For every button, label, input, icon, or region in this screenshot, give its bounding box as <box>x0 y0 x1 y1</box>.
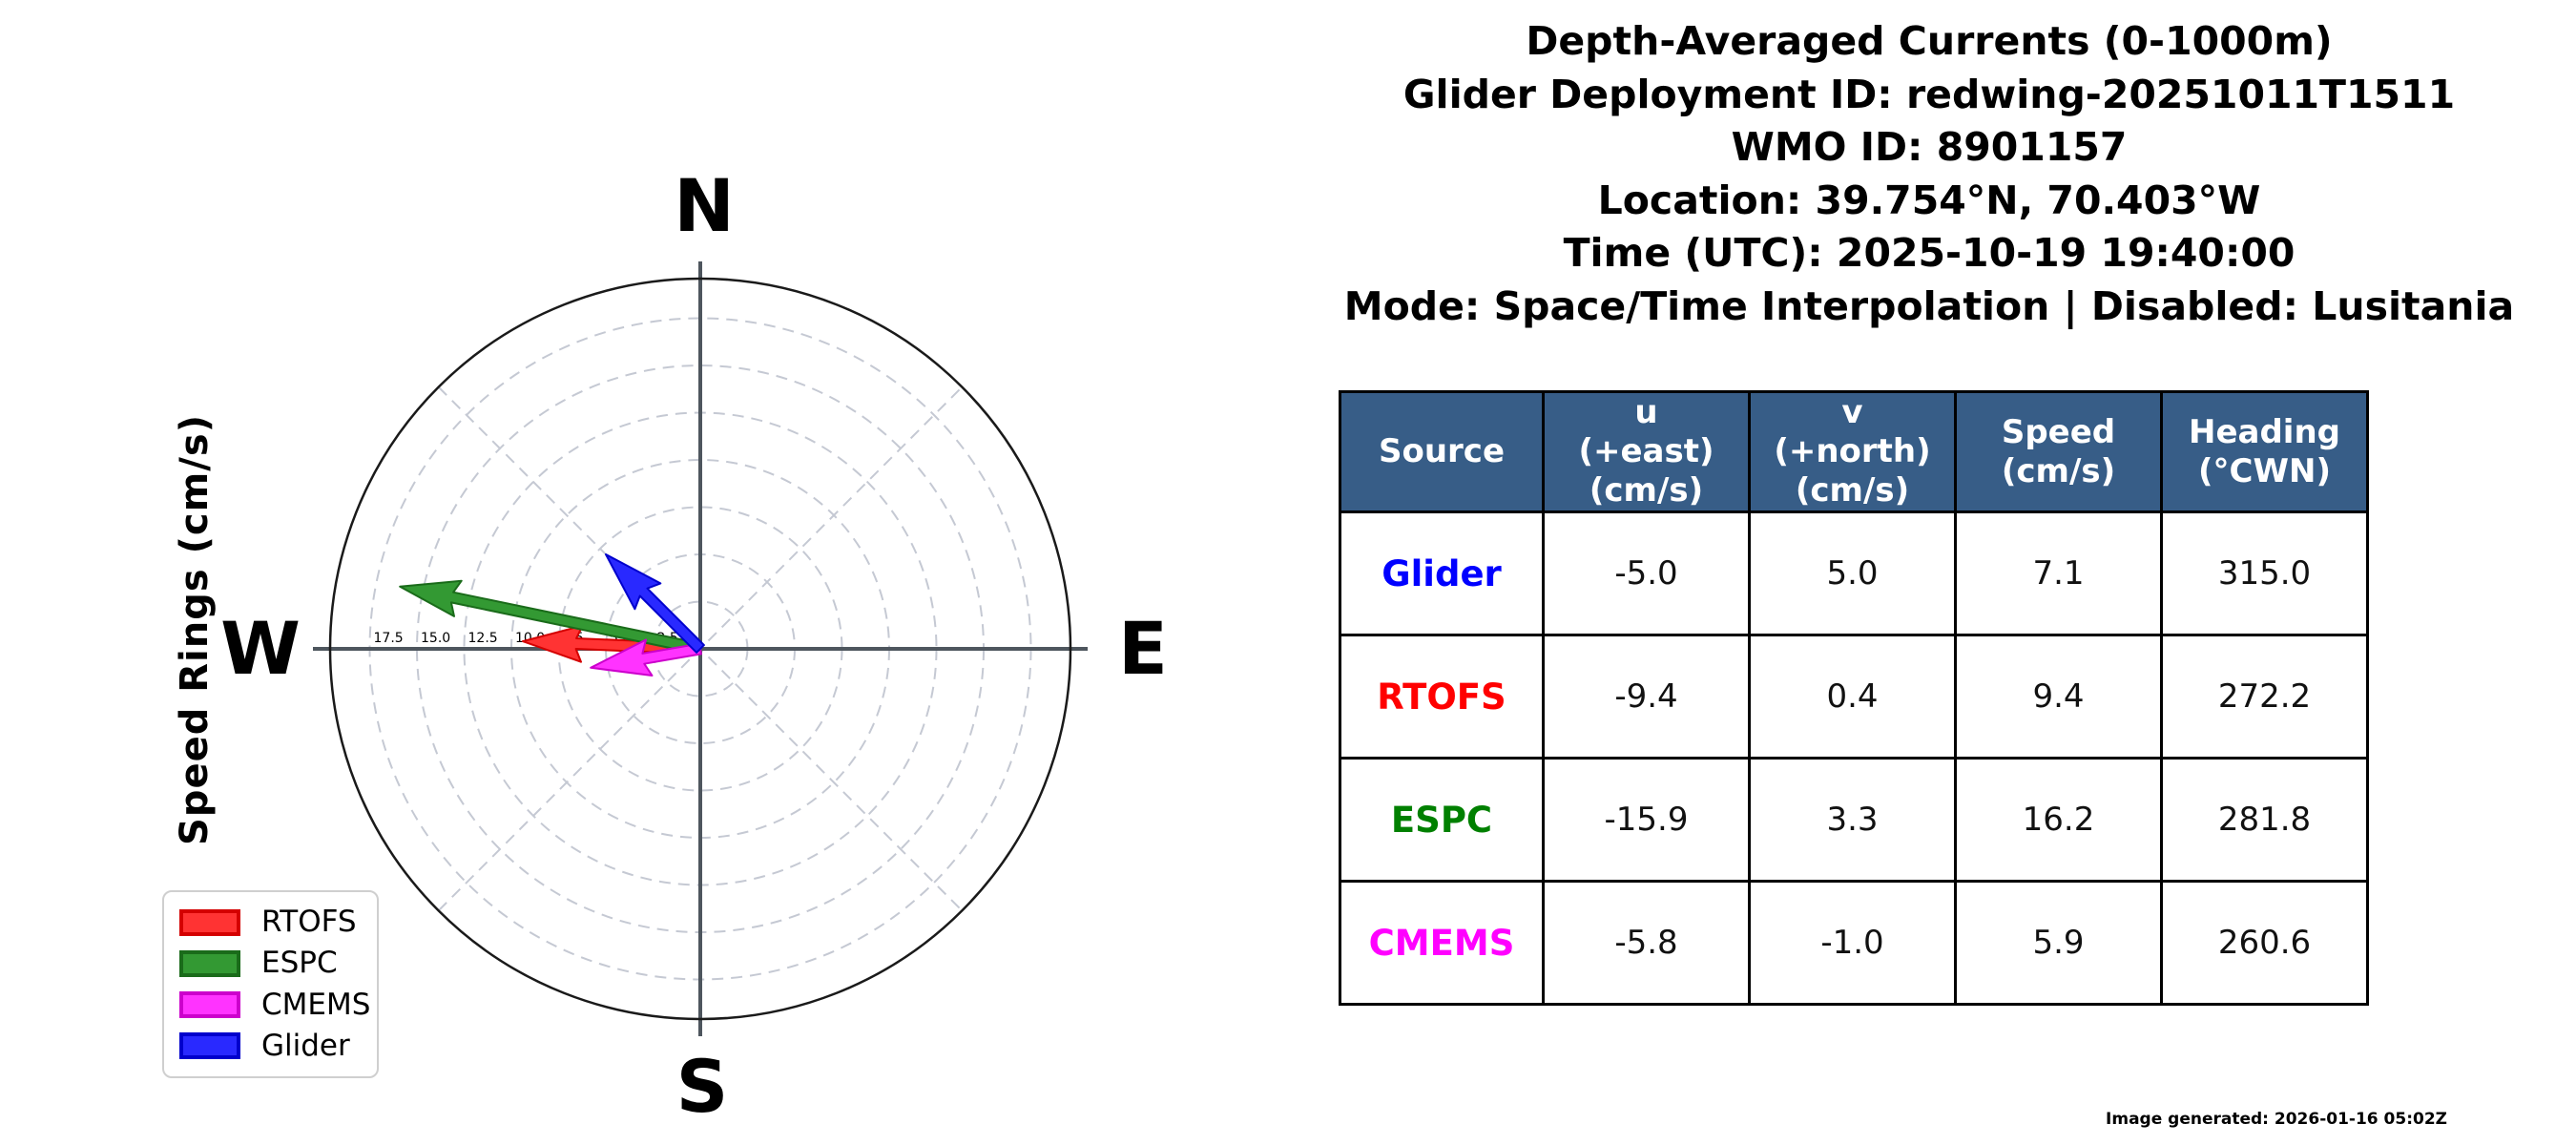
polar-axis-label: Speed Rings (cm/s) <box>173 414 217 845</box>
legend-item-cmems: CMEMS <box>179 985 377 1026</box>
compass-label-east: E <box>1118 606 1168 691</box>
speed-cell: 5.9 <box>1954 880 2163 1006</box>
column-header-1: u (+east) (cm/s) <box>1542 390 1751 513</box>
table-row-glider: Glider -5.0 5.0 7.1 315.0 <box>1339 510 2369 636</box>
u-cell: -5.8 <box>1542 880 1751 1006</box>
source-cell: RTOFS <box>1339 634 1545 760</box>
generated-timestamp: Image generated: 2026-01-16 05:02Z <box>2106 1110 2447 1129</box>
current-arrow-espc <box>399 579 703 656</box>
legend-label: RTOFS <box>261 905 357 940</box>
v-cell: 5.0 <box>1748 510 1957 636</box>
speed-cell: 9.4 <box>1954 634 2163 760</box>
legend-swatch-icon <box>179 991 240 1019</box>
table-row-espc: ESPC -15.9 3.3 16.2 281.8 <box>1339 757 2369 883</box>
title-line-4: Location: 39.754°N, 70.403°W <box>1597 177 2261 223</box>
heading-cell: 272.2 <box>2160 634 2369 760</box>
heading-cell: 315.0 <box>2160 510 2369 636</box>
title-block: Depth-Averaged Currents (0-1000m) Glider … <box>1293 15 2566 333</box>
legend-label: ESPC <box>261 946 338 981</box>
ring-label-17.5: 17.5 <box>374 631 404 646</box>
v-cell: 3.3 <box>1748 757 1957 883</box>
title-line-1: Depth-Averaged Currents (0-1000m) <box>1526 18 2333 64</box>
column-header-3: Speed (cm/s) <box>1954 390 2163 513</box>
legend-swatch-icon <box>179 949 240 977</box>
source-cell: Glider <box>1339 510 1545 636</box>
legend-label: Glider <box>261 1028 350 1063</box>
polar-plot: 17.515.012.510.07.55.02.5NESW <box>220 163 1168 1129</box>
table-row-rtofs: RTOFS -9.4 0.4 9.4 272.2 <box>1339 634 2369 760</box>
source-cell: ESPC <box>1339 757 1545 883</box>
v-cell: -1.0 <box>1748 880 1957 1006</box>
heading-cell: 260.6 <box>2160 880 2369 1006</box>
u-cell: -15.9 <box>1542 757 1751 883</box>
table-header: Source u (+east) (cm/s) v (+north) (cm/s) S… <box>1339 390 2369 513</box>
compass-label-north: N <box>674 163 735 248</box>
legend-item-rtofs: RTOFS <box>179 902 377 943</box>
title-line-5: Time (UTC): 2025-10-19 19:40:00 <box>1563 230 2296 276</box>
title-line-2: Glider Deployment ID: redwing-20251011T1… <box>1402 71 2456 117</box>
table-body: Glider -5.0 5.0 7.1 315.0 RTOFS -9.4 0.4 9.4 272.… <box>1339 510 2369 1006</box>
speed-cell: 7.1 <box>1954 510 2163 636</box>
title-line-3: WMO ID: 8901157 <box>1731 124 2128 170</box>
ring-label-15.0: 15.0 <box>421 631 450 646</box>
legend-swatch-icon <box>179 1032 240 1060</box>
legend-item-espc: ESPC <box>179 943 377 984</box>
title-line-6: Mode: Space/Time Interpolation | Disable… <box>1343 282 2515 329</box>
source-cell: CMEMS <box>1339 880 1545 1006</box>
outer-circle <box>328 277 1072 1021</box>
u-cell: -5.0 <box>1542 510 1751 636</box>
current-arrow-cmems <box>590 638 702 677</box>
heading-cell: 281.8 <box>2160 757 2369 883</box>
legend: RTOFS ESPC CMEMS Glider <box>162 890 379 1078</box>
legend-swatch-icon <box>179 908 240 936</box>
u-cell: -9.4 <box>1542 634 1751 760</box>
currents-table: Source u (+east) (cm/s) v (+north) (cm/s) S… <box>1339 390 2369 1006</box>
compass-label-west: W <box>220 606 301 691</box>
legend-item-glider: Glider <box>179 1026 377 1067</box>
column-header-0: Source <box>1339 390 1545 513</box>
legend-label: CMEMS <box>261 987 371 1022</box>
column-header-4: Heading (°CWN) <box>2160 390 2369 513</box>
v-cell: 0.4 <box>1748 634 1957 760</box>
speed-cell: 16.2 <box>1954 757 2163 883</box>
column-header-2: v (+north) (cm/s) <box>1748 390 1957 513</box>
compass-label-south: S <box>676 1044 729 1129</box>
ring-label-12.5: 12.5 <box>468 631 498 646</box>
current-arrow-glider <box>605 553 705 654</box>
table-row-cmems: CMEMS -5.8 -1.0 5.9 260.6 <box>1339 880 2369 1006</box>
